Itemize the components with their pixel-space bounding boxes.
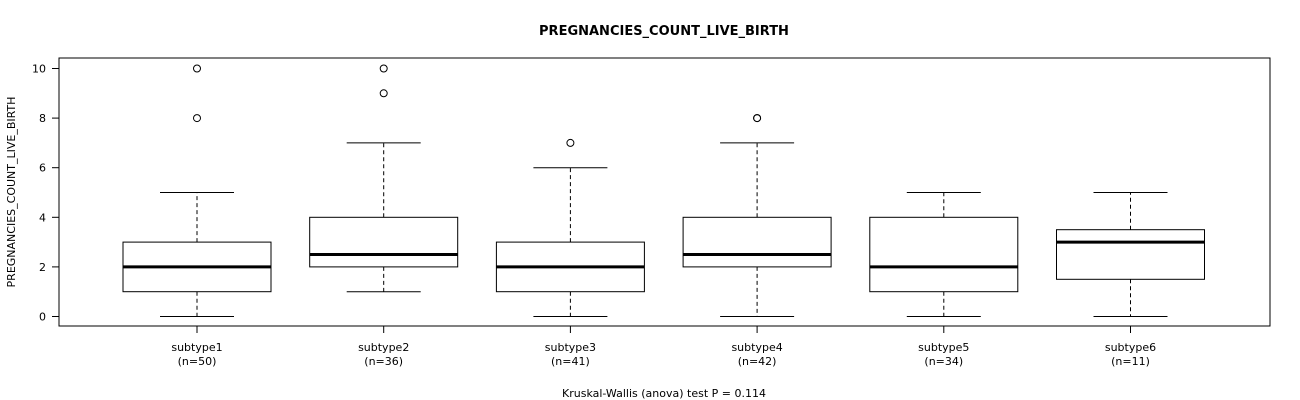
chart-title: PREGNANCIES_COUNT_LIVE_BIRTH (539, 24, 789, 39)
iqr-box (1056, 229, 1205, 280)
y-tick-label: 4 (39, 211, 46, 224)
x-axis-labels: subtype1(n=50)subtype2(n=36)subtype3(n=4… (171, 325, 1156, 368)
outlier-point (193, 64, 201, 73)
x-tick-label: subtype4 (731, 341, 782, 354)
box-subtype2 (309, 64, 459, 293)
x-tick-count-label: (n=50) (178, 355, 217, 368)
y-axis: 0 2 4 6 8 10 (32, 63, 60, 324)
y-tick-label: 8 (39, 112, 46, 125)
x-axis-label: Kruskal-Wallis (anova) test P = 0.114 (562, 387, 766, 400)
y-tick-label: 6 (39, 162, 46, 175)
x-tick-label: subtype5 (918, 341, 969, 354)
y-tick-label: 2 (39, 261, 46, 274)
box-subtype6 (1056, 192, 1205, 317)
outlier-point (566, 138, 575, 147)
box-subtype1 (122, 64, 272, 317)
x-tick-count-label: (n=42) (738, 355, 777, 368)
outlier-point (379, 64, 388, 73)
boxes-layer (122, 64, 1205, 317)
x-tick-count-label: (n=11) (1111, 355, 1150, 368)
box-subtype3 (495, 138, 645, 317)
outlier-point (753, 114, 762, 123)
x-tick-count-label: (n=41) (551, 355, 590, 368)
y-tick-label: 0 (39, 311, 46, 324)
outlier-point (193, 114, 201, 123)
x-tick-label: subtype1 (171, 341, 222, 354)
iqr-box (309, 216, 459, 268)
box-subtype5 (869, 192, 1019, 317)
outlier-point (379, 89, 388, 98)
y-tick-label: 10 (32, 63, 46, 76)
x-tick-label: subtype3 (545, 341, 596, 354)
x-tick-count-label: (n=34) (924, 355, 963, 368)
box-subtype4 (682, 114, 832, 317)
x-tick-count-label: (n=36) (364, 355, 403, 368)
x-tick-label: subtype6 (1105, 341, 1156, 354)
x-tick-label: subtype2 (358, 341, 409, 354)
y-axis-label: PREGNANCIES_COUNT_LIVE_BIRTH (5, 97, 18, 288)
iqr-box (869, 216, 1019, 293)
iqr-box (682, 216, 832, 268)
